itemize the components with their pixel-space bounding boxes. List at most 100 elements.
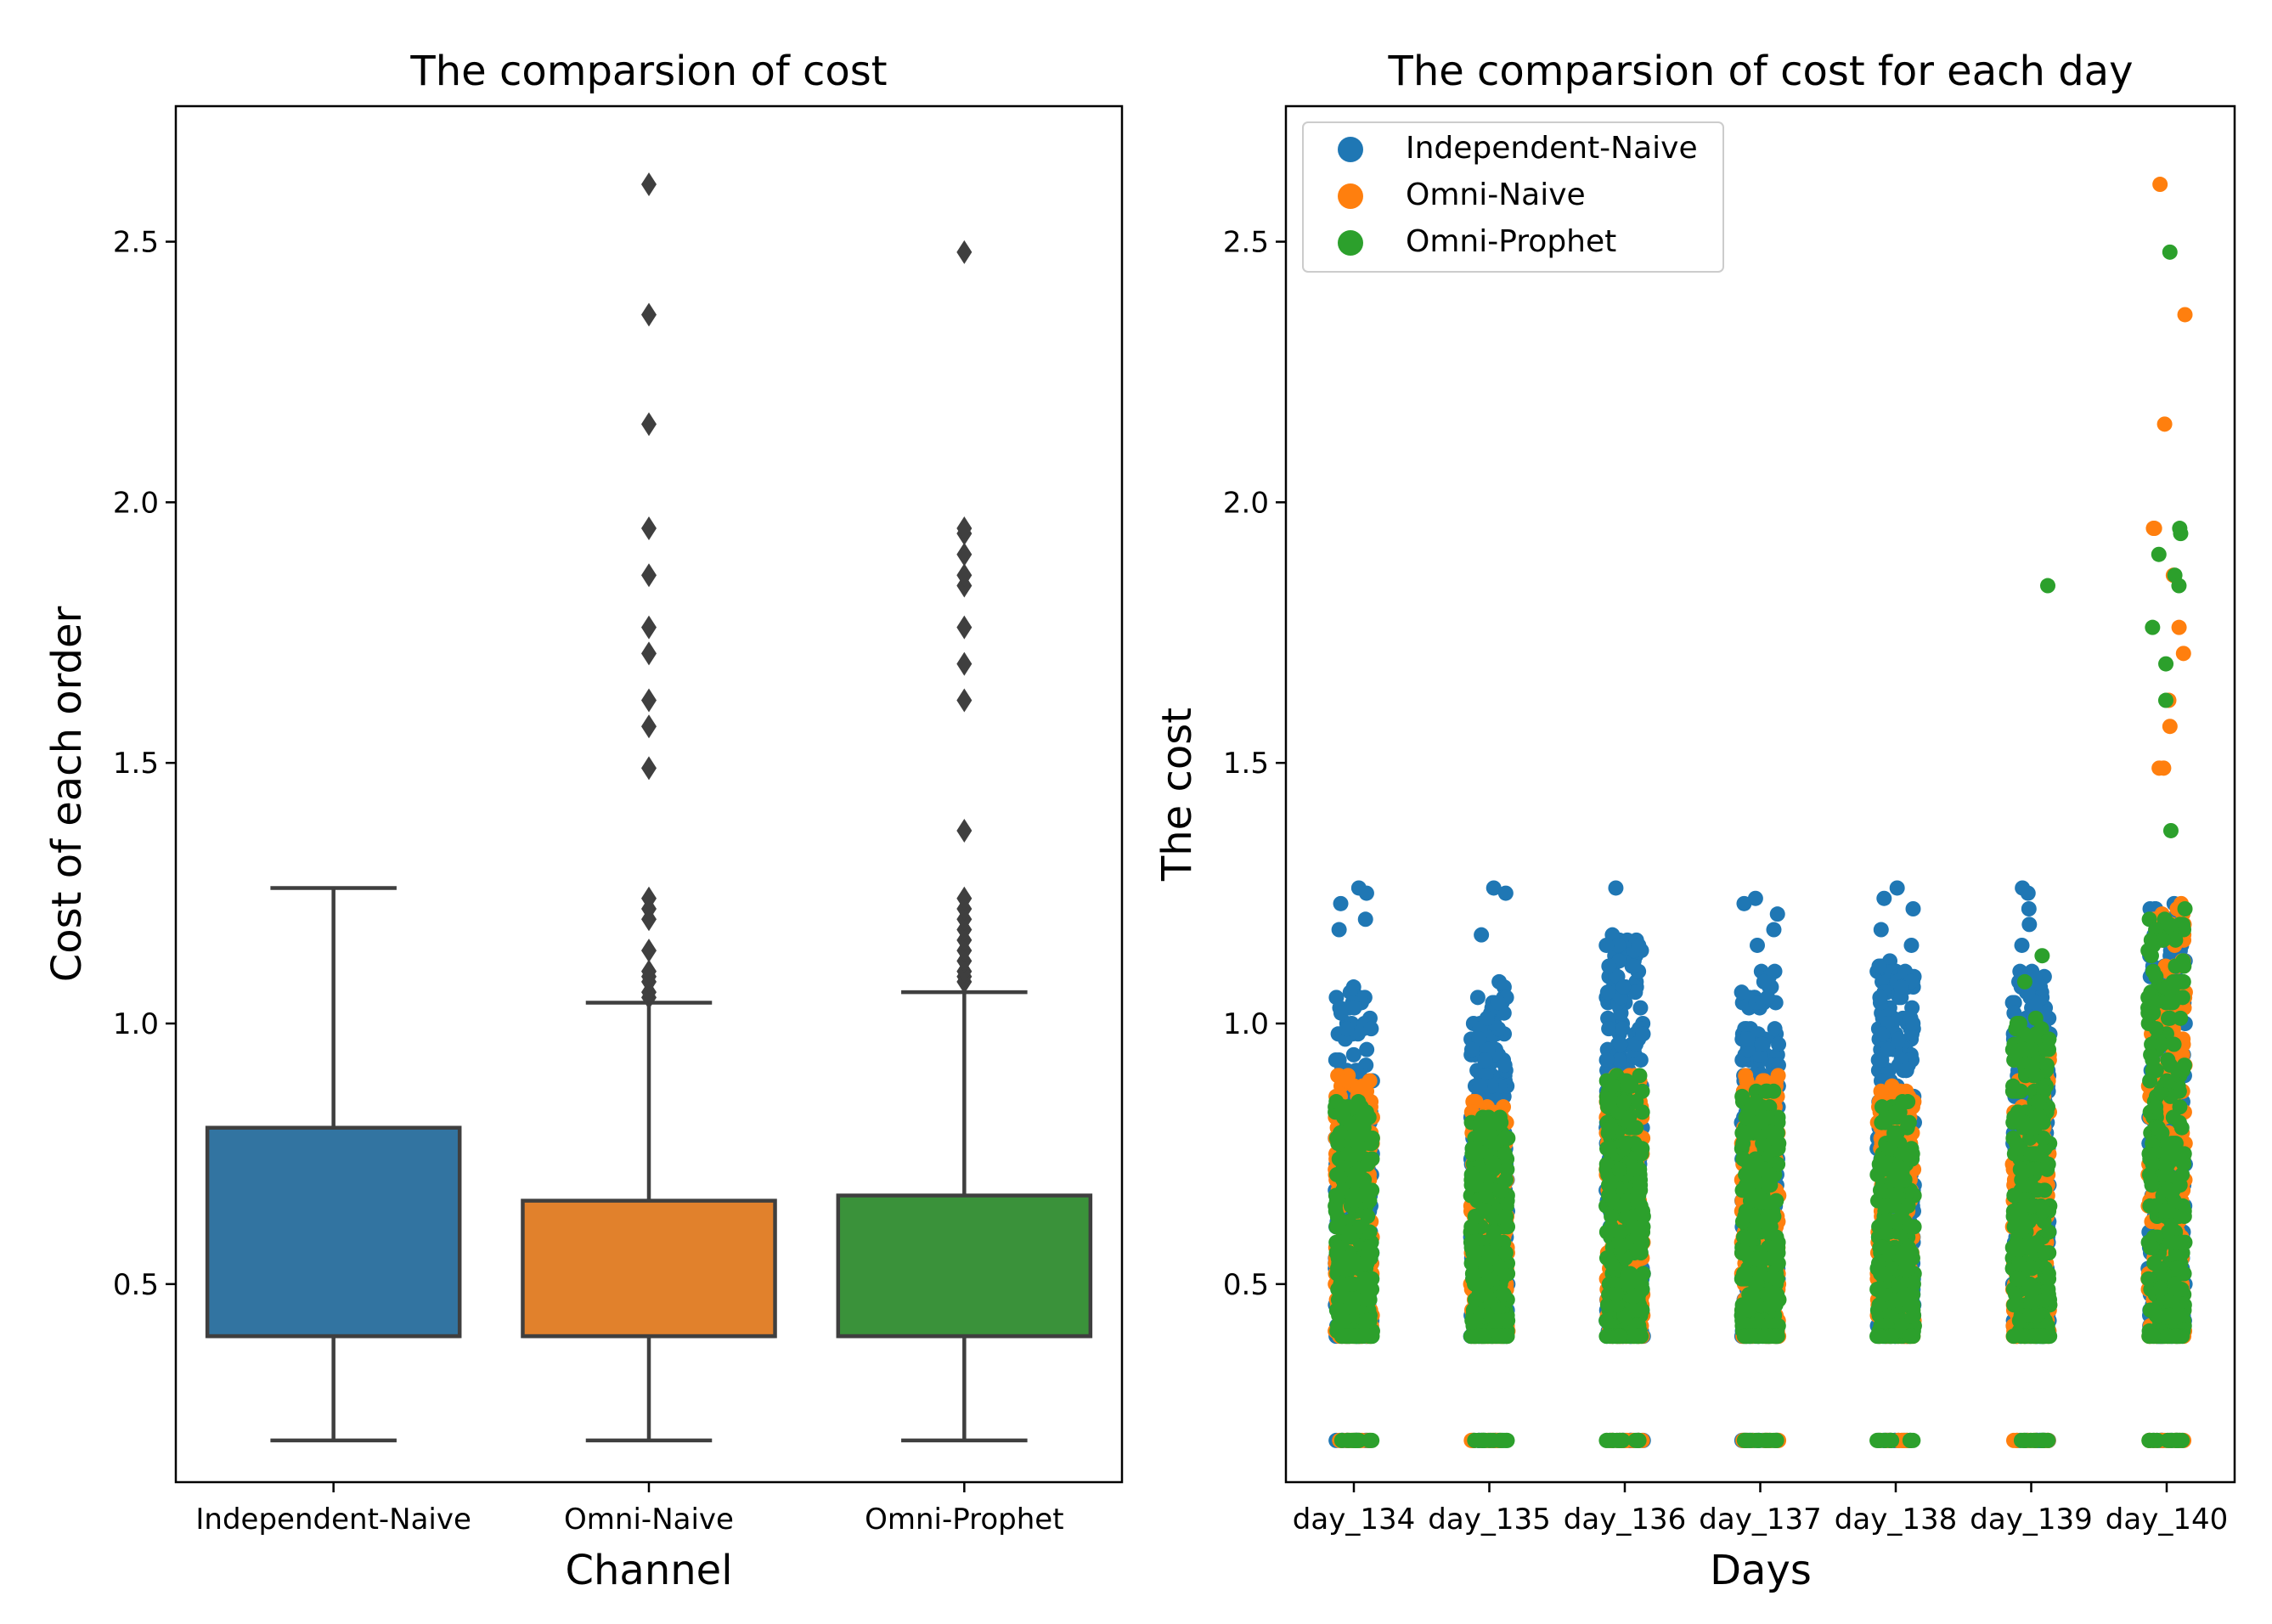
point: [1612, 1224, 1628, 1240]
point: [1489, 1312, 1505, 1328]
point: [1361, 1328, 1377, 1345]
x-tick-label: day_138: [1835, 1503, 1957, 1537]
point: [1329, 1260, 1345, 1277]
point: [1497, 1245, 1514, 1260]
point: [1328, 1052, 1344, 1068]
point: [1734, 984, 1750, 1001]
outlier-marker: [956, 542, 973, 567]
point: [1469, 990, 1486, 1006]
x-tick-label: Independent-Naive: [195, 1503, 471, 1537]
point: [1627, 984, 1643, 1001]
point: [1356, 1255, 1372, 1272]
point: [2162, 719, 2178, 735]
point: [1486, 1224, 1502, 1240]
point: [1344, 1276, 1360, 1292]
point: [1632, 1000, 1649, 1016]
outlier-marker: [641, 302, 657, 327]
point: [1340, 1146, 1356, 1162]
point: [1474, 927, 1490, 943]
x-tick-label: day_135: [1428, 1503, 1550, 1537]
point: [1598, 1156, 1615, 1172]
point: [2177, 307, 2193, 323]
point: [1332, 1125, 1348, 1141]
box-chart-xlabel: Channel: [565, 1547, 732, 1594]
point: [1467, 1292, 1483, 1308]
point: [1364, 1131, 1380, 1146]
point: [1771, 1036, 1787, 1052]
point: [1468, 1312, 1484, 1328]
point: [2020, 885, 2036, 901]
outlier-marker: [956, 651, 973, 676]
point: [1491, 1328, 1508, 1345]
point: [1486, 880, 1502, 896]
point: [1615, 979, 1632, 995]
outlier-marker: [641, 615, 657, 640]
point: [1767, 1021, 1783, 1037]
point: [1608, 880, 1624, 896]
point: [1880, 1041, 1896, 1057]
point: [1464, 1141, 1480, 1157]
outlier-marker: [641, 172, 657, 197]
outlier-marker: [956, 240, 973, 264]
x-tick-label: day_134: [1293, 1503, 1415, 1537]
point: [1601, 1021, 1617, 1037]
y-tick-label: 0.5: [113, 1268, 159, 1302]
point: [1479, 1010, 1495, 1026]
point: [1328, 1187, 1345, 1204]
point: [2152, 177, 2168, 193]
box-chart-frame: [174, 104, 1124, 1484]
point: [1345, 1187, 1361, 1204]
point: [1331, 922, 1347, 938]
point: [1635, 1026, 1651, 1042]
point: [1362, 1292, 1378, 1308]
point: [1490, 995, 1506, 1011]
point: [2156, 760, 2172, 776]
x-tick-label: day_139: [1970, 1503, 2092, 1537]
x-tick-label: day_140: [2106, 1503, 2228, 1537]
point: [1500, 1312, 1516, 1328]
point: [1747, 890, 1763, 906]
box-independent-naive: [205, 1125, 462, 1339]
y-tick-label: 1.0: [113, 1007, 159, 1041]
point: [1348, 1432, 1364, 1448]
point: [1769, 906, 1785, 922]
point: [1601, 958, 1617, 974]
point: [1334, 1099, 1350, 1115]
x-tick-label: Omni-Prophet: [865, 1503, 1063, 1537]
point: [1363, 1021, 1379, 1037]
point: [1873, 1083, 1889, 1099]
point: [1634, 1104, 1650, 1120]
x-tick-label: Omni-Naive: [564, 1503, 734, 1537]
point: [1345, 1046, 1362, 1063]
x-tick-label: day_136: [1564, 1503, 1686, 1537]
outlier-marker: [641, 412, 657, 437]
outlier-marker: [641, 886, 657, 911]
outlier-marker: [641, 516, 657, 541]
point: [1905, 901, 1921, 916]
point: [1889, 880, 1905, 896]
y-tick-label: 1.5: [113, 747, 159, 781]
point: [1905, 1016, 1921, 1031]
point: [1598, 937, 1615, 953]
point: [1494, 1182, 1510, 1198]
point: [1486, 1136, 1502, 1152]
point: [1873, 922, 1889, 938]
point: [1489, 1114, 1505, 1131]
point: [1875, 1026, 1891, 1042]
point: [1477, 1052, 1493, 1068]
strip-chart: The comparsion of cost for each day 0.51…: [1153, 48, 2236, 1594]
point: [1364, 1245, 1380, 1260]
point: [1739, 1031, 1756, 1047]
point: [1469, 1276, 1486, 1292]
point: [1351, 1146, 1367, 1162]
point: [1478, 1255, 1494, 1272]
point: [1333, 1005, 1349, 1021]
point: [1891, 1031, 1907, 1047]
outlier-marker: [956, 563, 973, 588]
point: [1478, 1203, 1494, 1219]
point: [1498, 1209, 1514, 1225]
point: [1903, 937, 1920, 953]
point: [1739, 1073, 1755, 1089]
y-tick-label: 1.0: [1223, 1007, 1269, 1041]
